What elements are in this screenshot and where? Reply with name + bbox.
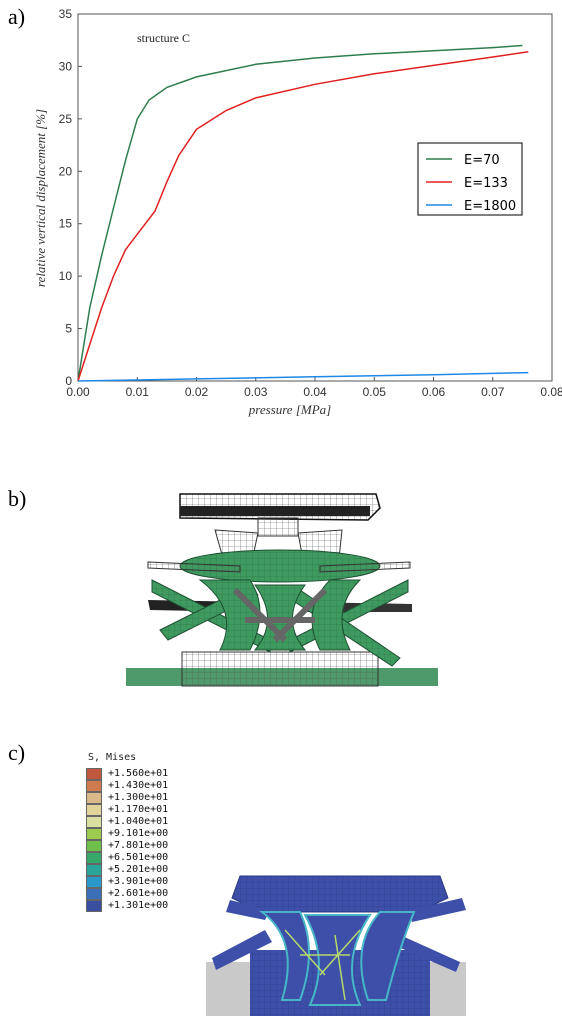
mises-level-label: +3.901e+00 xyxy=(108,876,169,887)
displacement-chart: 0.00 0.01 0.02 0.03 0.04 0.05 0.06 0.07 0.08 0 5 10… xyxy=(33,7,562,417)
panel-label-c: c) xyxy=(8,740,26,765)
x-tick-label: 0.00 xyxy=(66,385,90,399)
mises-color-swatch xyxy=(86,864,102,876)
mises-color-swatch xyxy=(86,840,102,852)
mises-level-label: +1.170e+01 xyxy=(108,804,169,815)
x-tick-label: 0.06 xyxy=(422,385,446,399)
mises-level-row: +1.170e+01 xyxy=(86,804,168,816)
top-plate-shadow xyxy=(180,506,370,516)
mises-color-swatch xyxy=(86,876,102,888)
right-arm-upper xyxy=(297,529,343,571)
mises-level-row: +2.601e+00 xyxy=(86,888,168,900)
ground-block xyxy=(206,962,466,1016)
x-tick-label: 0.03 xyxy=(244,385,268,399)
mises-level-row: +6.501e+00 xyxy=(86,852,168,864)
x-axis-title: pressure [MPa] xyxy=(248,402,331,417)
mises-level-row: +9.101e+00 xyxy=(86,828,168,840)
legend: E=70 E=133 E=1800 xyxy=(417,142,523,216)
mises-title: S, Mises xyxy=(88,752,137,763)
mises-level-row: +1.301e+00 xyxy=(86,900,168,912)
mises-level-label: +7.801e+00 xyxy=(108,840,169,851)
mises-level-row: +5.201e+00 xyxy=(86,864,168,876)
x-tick-label: 0.02 xyxy=(185,385,209,399)
x-tick-label: 0.07 xyxy=(481,385,505,399)
panel-label-b: b) xyxy=(8,486,27,511)
bottom-plate xyxy=(181,651,379,687)
y-tick-label: 35 xyxy=(59,7,73,21)
mises-color-swatch xyxy=(86,780,102,792)
right-flap-lower xyxy=(396,935,460,972)
mises-color-swatch xyxy=(86,804,102,816)
series-line-e133 xyxy=(77,50,529,382)
y-tick-label: 15 xyxy=(59,217,73,231)
series-line-e1800 xyxy=(77,371,529,382)
mises-level-row: +1.040e+01 xyxy=(86,816,168,828)
x-tick-label: 0.01 xyxy=(126,385,150,399)
mises-level-label: +1.301e+00 xyxy=(108,900,169,911)
x-tick-label: 0.08 xyxy=(540,385,562,399)
y-tick-label: 20 xyxy=(59,164,73,178)
mises-color-swatch xyxy=(86,888,102,900)
y-tick-label: 10 xyxy=(59,269,73,283)
left-flap-lower xyxy=(212,930,272,970)
bottom-block xyxy=(250,950,430,1016)
y-tick-label: 0 xyxy=(65,374,72,388)
mises-level-label: +5.201e+00 xyxy=(108,864,169,875)
mises-level-label: +1.040e+01 xyxy=(108,816,169,827)
chart-title: structure C xyxy=(137,31,190,45)
mises-color-swatch xyxy=(86,816,102,828)
y-tick-label: 25 xyxy=(59,112,73,126)
structure-c xyxy=(206,875,466,1016)
mises-level-row: +1.300e+01 xyxy=(86,792,168,804)
mises-legend: S, Mises +1.560e+01 +1.430e+01 +1.300e+01 +… xyxy=(86,752,236,922)
diag-right-low xyxy=(291,589,401,667)
legend-label: E=70 xyxy=(464,153,500,168)
left-arm-upper xyxy=(214,529,259,571)
diag-left xyxy=(151,579,271,653)
right-wing xyxy=(305,602,412,612)
legend-box xyxy=(417,142,523,216)
x-tick-label: 0.04 xyxy=(303,385,327,399)
lattice-core xyxy=(198,579,362,651)
mises-level-label: +2.601e+00 xyxy=(108,888,169,899)
mises-level-label: +1.300e+01 xyxy=(108,792,169,803)
y-tick-label: 30 xyxy=(59,59,73,73)
top-plate xyxy=(179,493,381,521)
mises-color-swatch xyxy=(86,792,102,804)
stress-highlights xyxy=(284,929,361,1001)
diag-left-low xyxy=(159,584,259,641)
mises-level-label: +1.430e+01 xyxy=(108,780,169,791)
y-axis-title: relative vertical displacement [%] xyxy=(33,109,48,287)
right-flap-upper xyxy=(410,898,466,922)
legend-label: E=133 xyxy=(464,176,508,191)
green-disk xyxy=(179,549,381,583)
diag-right xyxy=(289,579,409,653)
mises-level-label: +1.560e+01 xyxy=(108,768,169,779)
mises-level-label: +9.101e+00 xyxy=(108,828,169,839)
structure-b xyxy=(126,493,438,687)
mises-color-swatch xyxy=(86,852,102,864)
mises-level-row: +7.801e+00 xyxy=(86,840,168,852)
upper-column xyxy=(257,517,299,537)
right-rod xyxy=(319,561,411,573)
mises-color-swatch xyxy=(86,828,102,840)
mises-level-row: +1.560e+01 xyxy=(86,768,168,780)
panel-label-a: a) xyxy=(8,4,26,29)
left-wing xyxy=(148,600,252,612)
stress-lattice xyxy=(258,911,416,1006)
mises-level-row: +1.430e+01 xyxy=(86,780,168,792)
series-line-e70 xyxy=(77,44,523,382)
x-tick-label: 0.05 xyxy=(363,385,387,399)
lattice-grey xyxy=(232,587,328,643)
y-tick-label: 5 xyxy=(65,322,72,336)
mises-color-swatch xyxy=(86,900,102,912)
base-plate xyxy=(126,668,438,686)
left-rod xyxy=(147,561,241,573)
top-block xyxy=(231,875,449,913)
legend-label: E=1800 xyxy=(464,199,516,214)
mises-color-swatch xyxy=(86,768,102,780)
mises-level-row: +3.901e+00 xyxy=(86,876,168,888)
mises-level-label: +6.501e+00 xyxy=(108,852,169,863)
